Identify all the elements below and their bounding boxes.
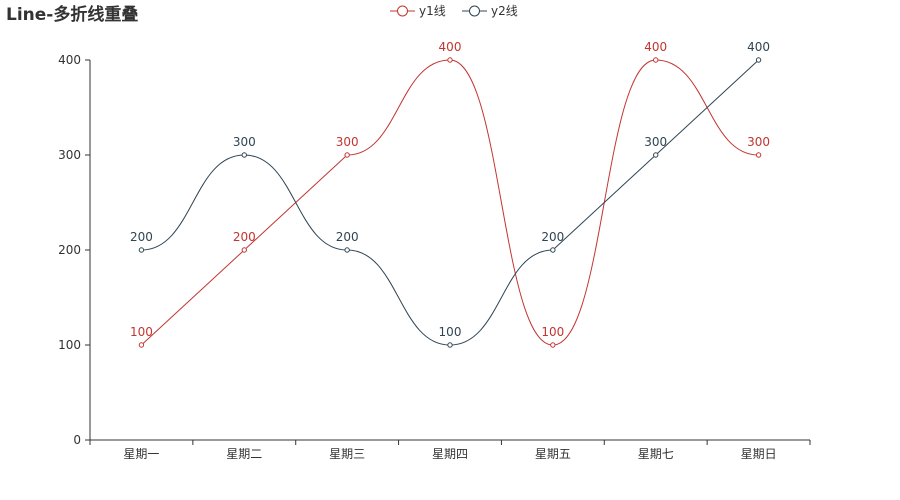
y-axis-ticks: 0 100 200 300 400 <box>58 53 90 447</box>
y-tick-label: 300 <box>58 148 81 162</box>
x-tick-label: 星期日 <box>741 447 777 461</box>
y-tick-label: 400 <box>58 53 81 67</box>
data-point[interactable] <box>241 152 247 158</box>
chart-title: Line-多折线重叠 <box>6 4 138 25</box>
x-tick-label: 星期七 <box>638 447 674 461</box>
x-axis-ticks: 星期一 星期二 星期三 星期四 星期五 星期七 星期日 <box>89 440 811 461</box>
legend-label: y1线 <box>419 4 446 18</box>
y-tick-label: 0 <box>73 433 81 447</box>
x-tick-label: 星期四 <box>432 447 468 461</box>
data-point[interactable] <box>550 247 556 253</box>
data-label: 400 <box>747 40 770 54</box>
legend-item-2[interactable]: y2线 <box>462 4 518 18</box>
data-point[interactable] <box>755 57 762 63</box>
data-point[interactable] <box>344 152 350 158</box>
x-tick-label: 星期五 <box>535 447 571 461</box>
series-layer: 100 200 300 400 100 400 300 200 300 200 100 200 300 4… <box>130 40 770 348</box>
data-point[interactable] <box>653 152 659 158</box>
data-point[interactable] <box>138 247 145 253</box>
data-point[interactable] <box>755 152 762 158</box>
legend-item-1[interactable]: y1线 <box>390 4 446 18</box>
data-label: 100 <box>130 325 153 339</box>
series-line-1 <box>141 59 759 346</box>
legend-marker <box>397 5 408 17</box>
data-label: 200 <box>130 230 153 244</box>
x-tick-label: 星期二 <box>226 447 262 461</box>
data-label: 300 <box>747 135 770 149</box>
data-label: 100 <box>541 325 564 339</box>
data-point[interactable] <box>344 247 350 253</box>
legend: y1线 y2线 <box>390 4 518 18</box>
data-point[interactable] <box>241 247 247 253</box>
axes <box>89 60 810 441</box>
data-point[interactable] <box>550 342 556 348</box>
data-label: 400 <box>439 40 462 54</box>
data-point[interactable] <box>653 57 659 63</box>
x-tick-label: 星期三 <box>329 447 365 461</box>
y-tick-label: 100 <box>58 338 81 352</box>
y-tick-label: 200 <box>58 243 81 257</box>
legend-marker <box>469 5 480 17</box>
data-label: 300 <box>644 135 667 149</box>
data-label: 200 <box>336 230 359 244</box>
series-line-2 <box>141 59 759 346</box>
data-point[interactable] <box>447 57 453 63</box>
data-label: 300 <box>233 135 256 149</box>
data-label: 200 <box>233 230 256 244</box>
data-label: 300 <box>336 135 359 149</box>
data-label: 100 <box>439 325 462 339</box>
data-point[interactable] <box>447 342 453 348</box>
data-label: 400 <box>644 40 667 54</box>
legend-label: y2线 <box>491 4 518 18</box>
data-label: 200 <box>541 230 564 244</box>
x-tick-label: 星期一 <box>123 447 159 461</box>
data-point[interactable] <box>138 342 145 348</box>
